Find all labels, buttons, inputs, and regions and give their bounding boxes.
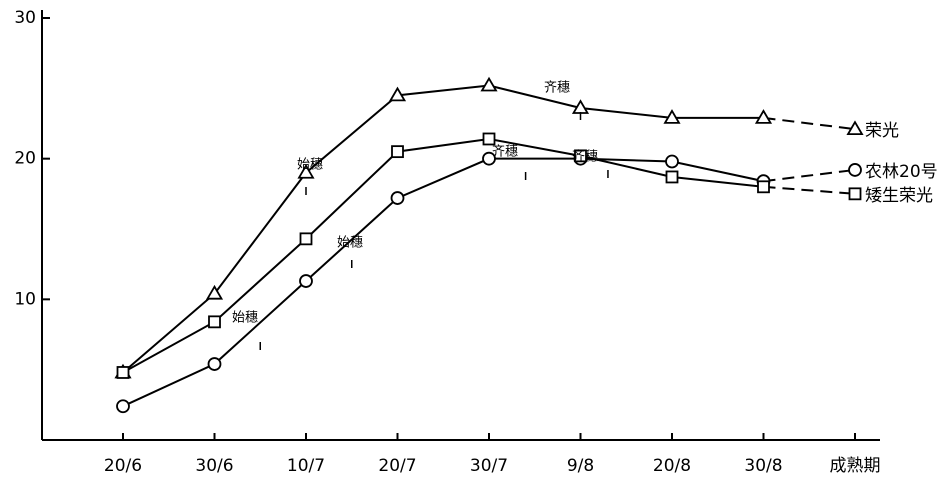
point: [205, 284, 224, 300]
x-tick-label: 30/6: [195, 456, 233, 476]
point: [116, 399, 130, 414]
x-tick-label: 20/7: [378, 456, 416, 476]
point: [299, 232, 313, 246]
series-line-projection: [763, 168, 856, 183]
point: [480, 76, 498, 92]
annotation: 齐穗: [544, 80, 570, 96]
point: [482, 151, 496, 166]
point: [116, 366, 130, 379]
point: [208, 315, 221, 329]
series-line-projection: [763, 116, 856, 131]
point: [574, 149, 587, 163]
point: [482, 132, 496, 146]
x-tick-label: 20/6: [104, 456, 142, 476]
annotation: 齐穗: [492, 144, 518, 160]
x-tick-label: 30/8: [744, 456, 782, 476]
legend-label: 矮生荣光: [865, 186, 933, 206]
legend-label: 荣光: [865, 121, 899, 141]
point: [299, 274, 313, 288]
point: [757, 180, 770, 194]
point: [665, 170, 679, 184]
point: [663, 109, 681, 124]
series-line: [122, 137, 764, 374]
x-tick-label: 成熟期: [830, 455, 881, 476]
point: [665, 154, 679, 169]
x-tick-label: 20/8: [653, 456, 691, 476]
point: [390, 191, 405, 205]
x-tick-label: 9/8: [567, 456, 594, 476]
x-tick-label: 30/7: [470, 456, 508, 476]
y-tick-label: 10: [14, 289, 36, 309]
series-line: [122, 157, 764, 408]
series-line: [122, 84, 764, 374]
point: [848, 187, 862, 201]
point: [297, 163, 315, 179]
point: [388, 86, 407, 102]
annotation: 始穗: [337, 236, 363, 251]
point: [391, 145, 404, 159]
annotation: 始穗: [232, 311, 258, 326]
point: [207, 357, 222, 371]
series-line-projection: [763, 185, 856, 195]
point: [846, 120, 864, 136]
point: [848, 163, 862, 177]
x-tick-label: 10/7: [287, 456, 325, 476]
annotation: 始穗: [297, 158, 323, 173]
y-tick-label: 30: [14, 8, 36, 28]
y-tick-label: 20: [14, 149, 36, 169]
point: [754, 109, 773, 124]
annotation: 齐穗: [572, 149, 598, 165]
legend-label: 农林20号: [865, 162, 938, 182]
